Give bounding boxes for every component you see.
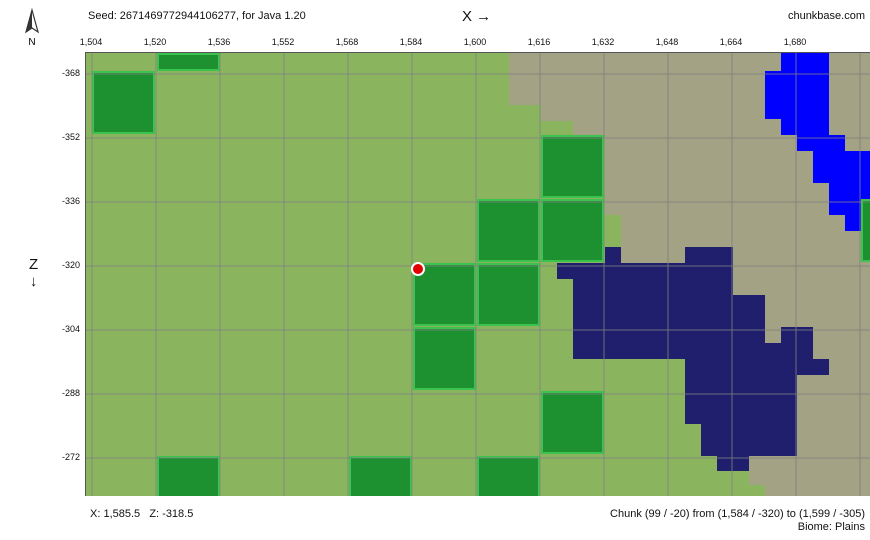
x-axis-label: X → xyxy=(462,8,492,25)
x-tick-label: 1,648 xyxy=(655,37,679,47)
z-tick-label: -320 xyxy=(61,260,80,270)
forest-chunk-tile xyxy=(477,199,540,262)
x-tick-label: 1,536 xyxy=(207,37,231,47)
z-arrow-icon: ↓ xyxy=(29,273,38,290)
x-tick-label: 1,568 xyxy=(335,37,359,47)
z-tick-label: -352 xyxy=(61,132,80,142)
site-name: chunkbase.com xyxy=(787,10,865,22)
z-axis-label: Z ↓ xyxy=(29,256,38,290)
compass-letter: N xyxy=(28,37,35,48)
forest-chunk-tile xyxy=(157,456,220,496)
forest-chunk-tile xyxy=(541,135,604,198)
forest-chunk-tile xyxy=(413,327,476,390)
x-tick-label: 1,504 xyxy=(79,37,103,47)
forest-chunk-tile xyxy=(92,71,155,134)
forest-chunk-tile xyxy=(861,199,870,262)
forest-chunk-tile xyxy=(477,263,540,326)
compass-icon: N xyxy=(24,8,40,48)
forest-chunk-tile xyxy=(477,456,540,496)
x-tick-label: 1,552 xyxy=(271,37,295,47)
z-tick-label: -272 xyxy=(61,452,80,462)
z-axis-letter: Z xyxy=(29,256,39,273)
seed-label: Seed: 2671469772944106277, for Java 1.20 xyxy=(88,10,306,22)
x-tick-label: 1,616 xyxy=(527,37,551,47)
forest-chunk-tile xyxy=(413,263,476,326)
x-tick-label: 1,520 xyxy=(143,37,167,47)
cursor-coordinates: X: 1,585.5 Z: -318.5 xyxy=(90,508,194,520)
biome-info: Biome: Plains xyxy=(797,521,865,533)
biome-map[interactable] xyxy=(85,52,870,496)
z-tick-label: -304 xyxy=(61,324,80,334)
x-tick-label: 1,680 xyxy=(783,37,807,47)
forest-chunk-tile xyxy=(157,53,220,71)
river-region xyxy=(765,53,870,231)
ocean-region xyxy=(557,247,829,471)
z-tick-label: -368 xyxy=(61,68,80,78)
z-tick-label: -336 xyxy=(61,196,80,206)
forest-chunk-tile xyxy=(541,199,604,262)
z-tick-label: -288 xyxy=(61,388,80,398)
x-tick-label: 1,664 xyxy=(719,37,743,47)
x-tick-label: 1,632 xyxy=(591,37,615,47)
biome-map-canvas[interactable] xyxy=(86,53,870,496)
forest-chunk-tile xyxy=(541,391,604,454)
location-marker-icon[interactable] xyxy=(411,262,425,276)
chunk-info: Chunk (99 / -20) from (1,584 / -320) to … xyxy=(610,508,865,520)
x-tick-label: 1,584 xyxy=(399,37,423,47)
forest-chunk-tile xyxy=(349,456,412,496)
x-tick-label: 1,600 xyxy=(463,37,487,47)
